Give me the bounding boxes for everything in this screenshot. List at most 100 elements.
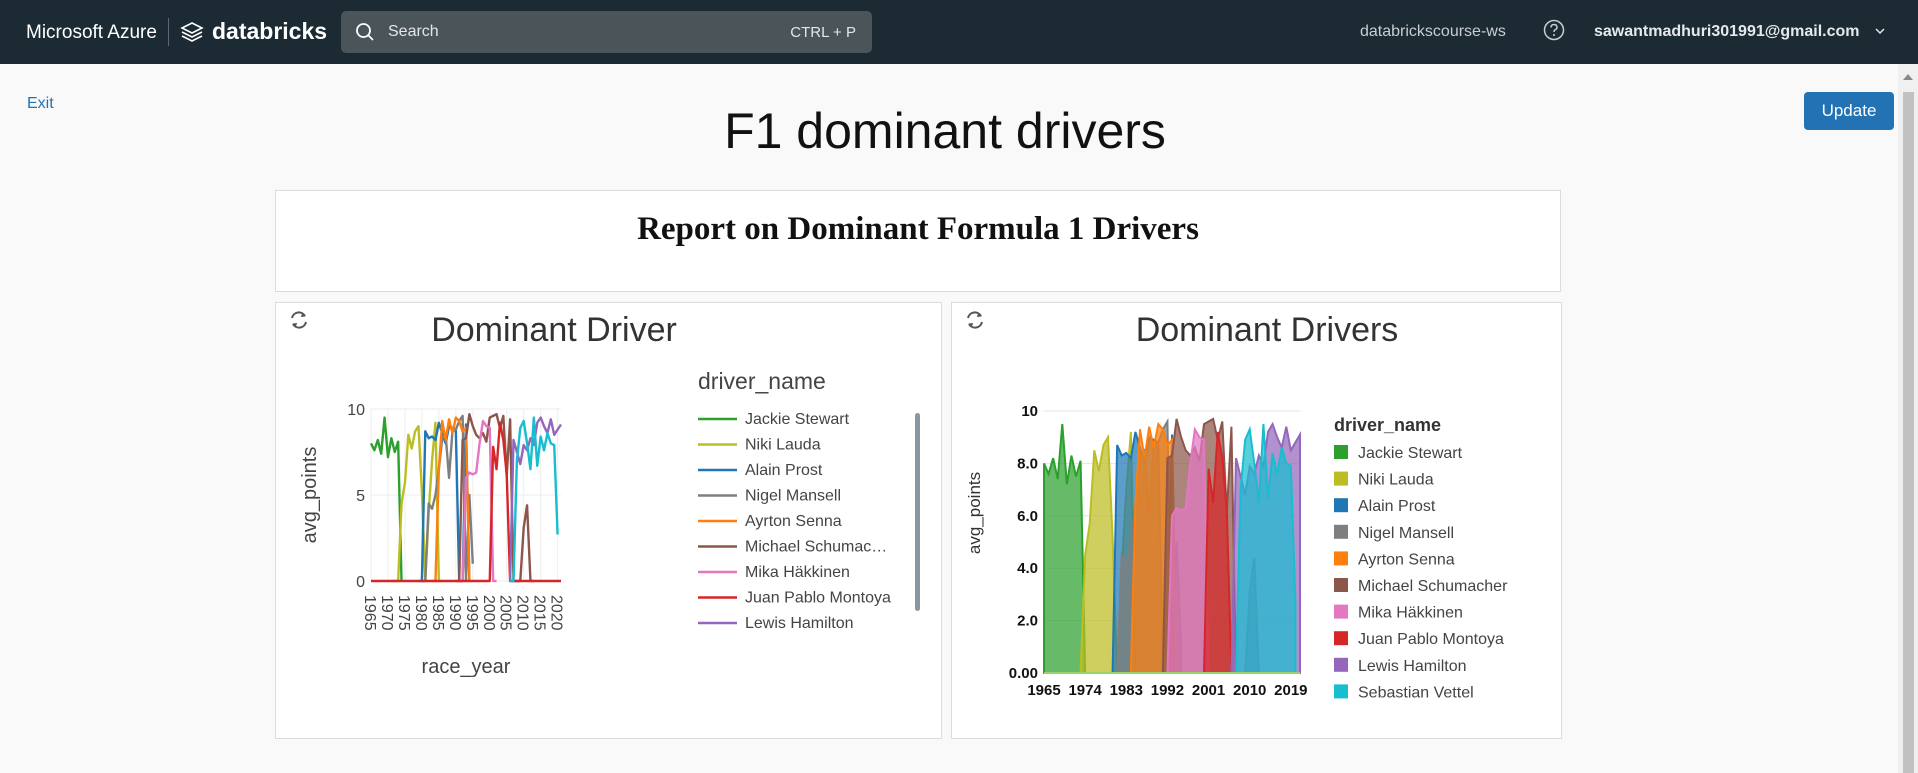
- databricks-stack-icon: [180, 21, 204, 42]
- x-tick-label: 2020: [548, 595, 565, 631]
- series-line: [391, 421, 443, 583]
- help-icon[interactable]: [1543, 19, 1565, 41]
- legend-entry: Jackie Stewart: [1358, 445, 1463, 462]
- brand-divider: [168, 18, 169, 46]
- legend-entry: Jackie Stewart: [745, 411, 850, 428]
- x-tick-label: 1974: [1068, 682, 1102, 699]
- legend-entry: Nigel Mansell: [745, 488, 841, 505]
- legend-swatch: [1334, 524, 1348, 539]
- legend-entry: Lewis Hamilton: [1358, 658, 1466, 675]
- y-tick-label: 2.0: [1017, 613, 1038, 630]
- x-tick-label: 2015: [531, 595, 548, 631]
- y-tick-label: 0.00: [1009, 665, 1038, 682]
- legend-swatch: [1334, 551, 1348, 566]
- legend-swatch: [1334, 498, 1348, 513]
- legend-entry: Juan Pablo Montoya: [1358, 631, 1504, 648]
- legend-entry: Juan Pablo Montoya: [745, 590, 891, 607]
- area-chart: Dominant Drivers 0.00 2.0 4.0 6.0 8.0 10 1965 19…: [965, 311, 1508, 701]
- x-tick-label: 1990: [446, 595, 463, 631]
- scrollbar-thumb[interactable]: [1903, 92, 1914, 773]
- x-tick-label: 2010: [514, 595, 531, 631]
- series-area: [1231, 424, 1297, 674]
- scroll-up-arrow-icon[interactable]: [1902, 72, 1914, 82]
- x-tick-label: 2010: [1233, 682, 1266, 699]
- legend-swatch: [1334, 445, 1348, 459]
- legend-swatch: [1334, 657, 1348, 672]
- series-line: [369, 416, 403, 582]
- y-tick-label: 8.0: [1017, 455, 1038, 472]
- x-tick-label: 1983: [1110, 682, 1143, 699]
- page-title: F1 dominant drivers: [724, 103, 1166, 159]
- legend-swatch: [1334, 631, 1348, 646]
- workspace-switcher[interactable]: databrickscourse-ws: [1360, 23, 1506, 40]
- databricks-logo[interactable]: databricks: [180, 18, 327, 45]
- legend-title: driver_name: [698, 368, 826, 394]
- refresh-icon[interactable]: [288, 309, 310, 331]
- legend-entry: Sebastian Vettel: [1358, 684, 1474, 701]
- legend-entry: Ayrton Senna: [1358, 551, 1455, 568]
- legend-swatch: [1334, 471, 1348, 486]
- legend-entry: Mika Häkkinen: [745, 564, 850, 581]
- databricks-wordmark: databricks: [212, 18, 328, 44]
- x-tick-label: 1965: [1027, 682, 1060, 699]
- series-line: [432, 416, 471, 583]
- user-menu[interactable]: sawantmadhuri301991@gmail.com: [1594, 23, 1860, 40]
- legend-entry: Ayrton Senna: [745, 513, 842, 530]
- x-tick-label: 1992: [1151, 682, 1184, 699]
- exit-link[interactable]: Exit: [27, 95, 54, 112]
- legend-scrollbar: [915, 413, 920, 611]
- legend-title: driver_name: [1334, 415, 1441, 435]
- legend-swatch: [1334, 604, 1348, 619]
- chart-panel-line: Dominant Driver 1965 1970 1975 1980 1985 1990 1…: [275, 302, 942, 739]
- x-tick-label: 1970: [378, 595, 395, 631]
- y-tick-label: 10: [1021, 403, 1038, 420]
- y-tick-label: 10: [347, 402, 365, 419]
- chart-title: Dominant Driver: [431, 311, 677, 349]
- y-tick-label: 0: [356, 574, 365, 591]
- y-tick-label: 5: [356, 488, 365, 505]
- search-placeholder: Search: [388, 23, 439, 40]
- x-tick-label: 1975: [395, 595, 412, 631]
- x-tick-label: 1980: [412, 595, 429, 631]
- search-shortcut: CTRL + P: [790, 24, 856, 41]
- chart-title: Dominant Drivers: [1136, 311, 1399, 349]
- search-input[interactable]: Search CTRL + P: [341, 11, 872, 53]
- chevron-down-icon[interactable]: [1874, 25, 1886, 37]
- series-line: [510, 416, 559, 583]
- legend-entry: Nigel Mansell: [1358, 525, 1454, 542]
- microsoft-azure-logo[interactable]: Microsoft Azure: [26, 22, 157, 43]
- legend-entry: Michael Schumacher: [1358, 578, 1508, 595]
- x-tick-label: 2000: [480, 595, 497, 631]
- report-widget: Report on Dominant Formula 1 Drivers: [275, 190, 1561, 292]
- x-axis-label: race_year: [422, 656, 511, 678]
- x-tick-label: 2019: [1274, 682, 1307, 699]
- x-tick-label: 1995: [463, 595, 480, 631]
- series-line: [459, 419, 497, 583]
- top-navigation-bar: Microsoft Azure databricks Search CTRL +…: [0, 0, 1918, 64]
- search-icon: [356, 23, 374, 41]
- series-line: [455, 412, 534, 583]
- plot-area: 1965 1970 1975 1980 1985 1990 1995 2000 2005 2010…: [299, 402, 565, 678]
- legend-entry: Niki Lauda: [745, 437, 821, 454]
- x-tick-label: 2005: [497, 595, 514, 631]
- series-area: [1043, 424, 1087, 674]
- legend-swatch: [1334, 578, 1348, 592]
- y-tick-label: 6.0: [1017, 508, 1038, 525]
- x-tick-label: 1985: [429, 595, 446, 631]
- y-axis-label: avg_points: [965, 472, 984, 554]
- x-tick-label: 2001: [1192, 682, 1225, 699]
- legend-entry: Alain Prost: [1358, 498, 1436, 515]
- chart-panel-area: Dominant Drivers 0.00 2.0 4.0 6.0 8.0 10 1965 19…: [951, 302, 1562, 739]
- refresh-icon[interactable]: [964, 309, 986, 331]
- update-button[interactable]: Update: [1804, 92, 1894, 130]
- legend-swatch: [1334, 684, 1348, 699]
- y-tick-label: 4.0: [1017, 560, 1038, 577]
- y-axis-label: avg_points: [299, 447, 321, 544]
- legend-entry: Michael Schumac…: [745, 539, 887, 556]
- report-title: Report on Dominant Formula 1 Drivers: [637, 211, 1199, 247]
- legend-entry: Alain Prost: [745, 462, 823, 479]
- legend-entry: Lewis Hamilton: [745, 615, 853, 632]
- legend-entry: Mika Häkkinen: [1358, 605, 1463, 622]
- legend-entry: Niki Lauda: [1358, 472, 1434, 489]
